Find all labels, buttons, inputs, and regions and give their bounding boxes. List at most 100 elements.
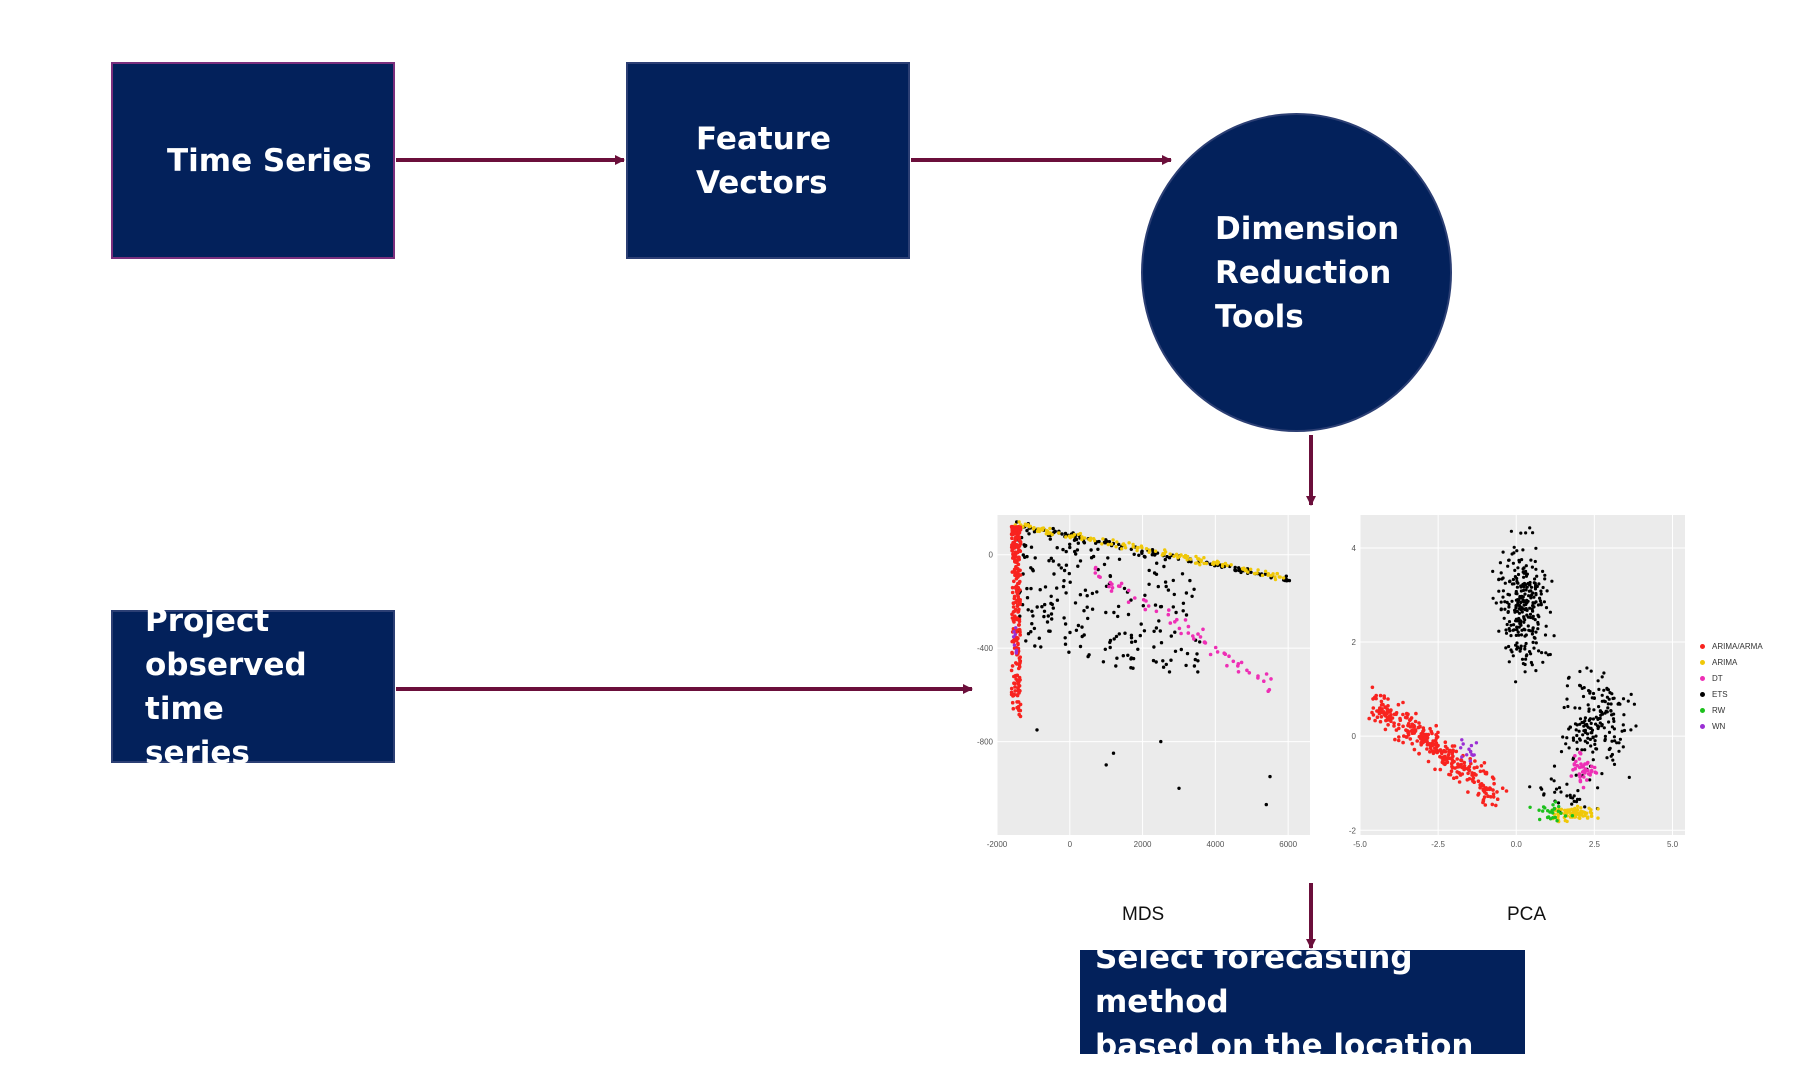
data-point bbox=[1549, 777, 1553, 781]
data-point bbox=[1078, 559, 1083, 563]
data-point bbox=[1153, 553, 1157, 557]
data-point bbox=[1541, 585, 1545, 590]
data-point bbox=[1550, 579, 1554, 583]
data-point bbox=[1524, 641, 1528, 646]
data-point bbox=[1534, 641, 1538, 645]
data-point bbox=[1596, 679, 1600, 683]
data-point bbox=[1016, 570, 1020, 574]
data-point bbox=[1379, 715, 1384, 719]
data-point bbox=[1577, 757, 1582, 761]
data-point bbox=[1417, 721, 1421, 725]
legend-item: RW bbox=[1700, 702, 1763, 718]
y-tick-label: 0 bbox=[989, 551, 994, 560]
data-point bbox=[1233, 565, 1237, 570]
data-point bbox=[1533, 559, 1537, 564]
data-point bbox=[1443, 740, 1448, 744]
data-point bbox=[1032, 626, 1037, 631]
data-point bbox=[1188, 557, 1193, 561]
data-point bbox=[1543, 806, 1547, 810]
data-point bbox=[1469, 761, 1473, 766]
data-point bbox=[1143, 607, 1148, 612]
data-point bbox=[1016, 641, 1020, 646]
data-point bbox=[1583, 719, 1587, 723]
data-point bbox=[1196, 632, 1200, 636]
data-point bbox=[1179, 647, 1183, 652]
data-point bbox=[1588, 717, 1592, 721]
data-point bbox=[1013, 531, 1017, 536]
data-point bbox=[1481, 769, 1486, 773]
data-point bbox=[1585, 666, 1589, 670]
data-point bbox=[1520, 606, 1524, 610]
data-point bbox=[1598, 721, 1602, 725]
data-point bbox=[1524, 531, 1528, 535]
data-point bbox=[1071, 534, 1075, 539]
data-point bbox=[1239, 570, 1243, 575]
data-point bbox=[1083, 588, 1088, 592]
data-point bbox=[1495, 797, 1500, 801]
data-point bbox=[1386, 704, 1390, 708]
data-point bbox=[1515, 628, 1519, 632]
data-point bbox=[1575, 740, 1579, 744]
data-point bbox=[1180, 572, 1185, 576]
data-point bbox=[1264, 802, 1268, 807]
data-point bbox=[1529, 585, 1534, 589]
data-point bbox=[1504, 628, 1508, 632]
data-point bbox=[1032, 526, 1036, 530]
data-point bbox=[1591, 750, 1595, 754]
data-point bbox=[1538, 599, 1542, 603]
data-point bbox=[1123, 631, 1127, 635]
data-point bbox=[1514, 680, 1518, 684]
data-point bbox=[1546, 809, 1550, 813]
data-point bbox=[1503, 607, 1507, 611]
data-point bbox=[1408, 737, 1413, 741]
data-point bbox=[1215, 559, 1219, 563]
data-point bbox=[1476, 779, 1481, 783]
data-point bbox=[1015, 673, 1020, 678]
data-point bbox=[1570, 814, 1575, 818]
data-point bbox=[1025, 554, 1029, 559]
data-point bbox=[1592, 696, 1596, 700]
data-point bbox=[1608, 691, 1612, 695]
data-point bbox=[1521, 662, 1525, 666]
data-point bbox=[1587, 707, 1591, 711]
data-point bbox=[1434, 723, 1438, 728]
data-point bbox=[1393, 737, 1397, 742]
data-point bbox=[1524, 564, 1528, 568]
data-point bbox=[1452, 759, 1456, 764]
data-point bbox=[1076, 541, 1080, 545]
data-point bbox=[1010, 612, 1014, 617]
data-point bbox=[1408, 718, 1412, 722]
data-point bbox=[1514, 589, 1518, 594]
data-point bbox=[1519, 589, 1523, 593]
data-point bbox=[1198, 640, 1202, 644]
data-point bbox=[1017, 662, 1022, 667]
data-point bbox=[1144, 599, 1148, 603]
data-point bbox=[1016, 590, 1020, 594]
data-point bbox=[1542, 792, 1546, 796]
data-point bbox=[1523, 599, 1527, 603]
data-point bbox=[1370, 685, 1375, 690]
data-point bbox=[1016, 610, 1020, 614]
data-point bbox=[1171, 578, 1175, 583]
data-point bbox=[1606, 688, 1610, 692]
data-point bbox=[1556, 812, 1560, 816]
data-point bbox=[1503, 581, 1507, 585]
data-point bbox=[1171, 605, 1175, 609]
data-point bbox=[1022, 543, 1026, 547]
data-point bbox=[1402, 734, 1406, 738]
data-point bbox=[1382, 696, 1387, 700]
data-point bbox=[1136, 647, 1140, 651]
data-point bbox=[1147, 582, 1151, 586]
data-point bbox=[1018, 633, 1022, 637]
data-point bbox=[1398, 718, 1403, 722]
data-point bbox=[1139, 622, 1143, 626]
data-point bbox=[1176, 556, 1180, 560]
data-point bbox=[1050, 602, 1054, 607]
data-point bbox=[1016, 689, 1020, 693]
data-point bbox=[1515, 641, 1519, 645]
data-point bbox=[1578, 778, 1583, 783]
data-point bbox=[1514, 604, 1518, 608]
data-point bbox=[1119, 581, 1124, 586]
data-point bbox=[1504, 646, 1508, 650]
data-point bbox=[1578, 813, 1582, 817]
